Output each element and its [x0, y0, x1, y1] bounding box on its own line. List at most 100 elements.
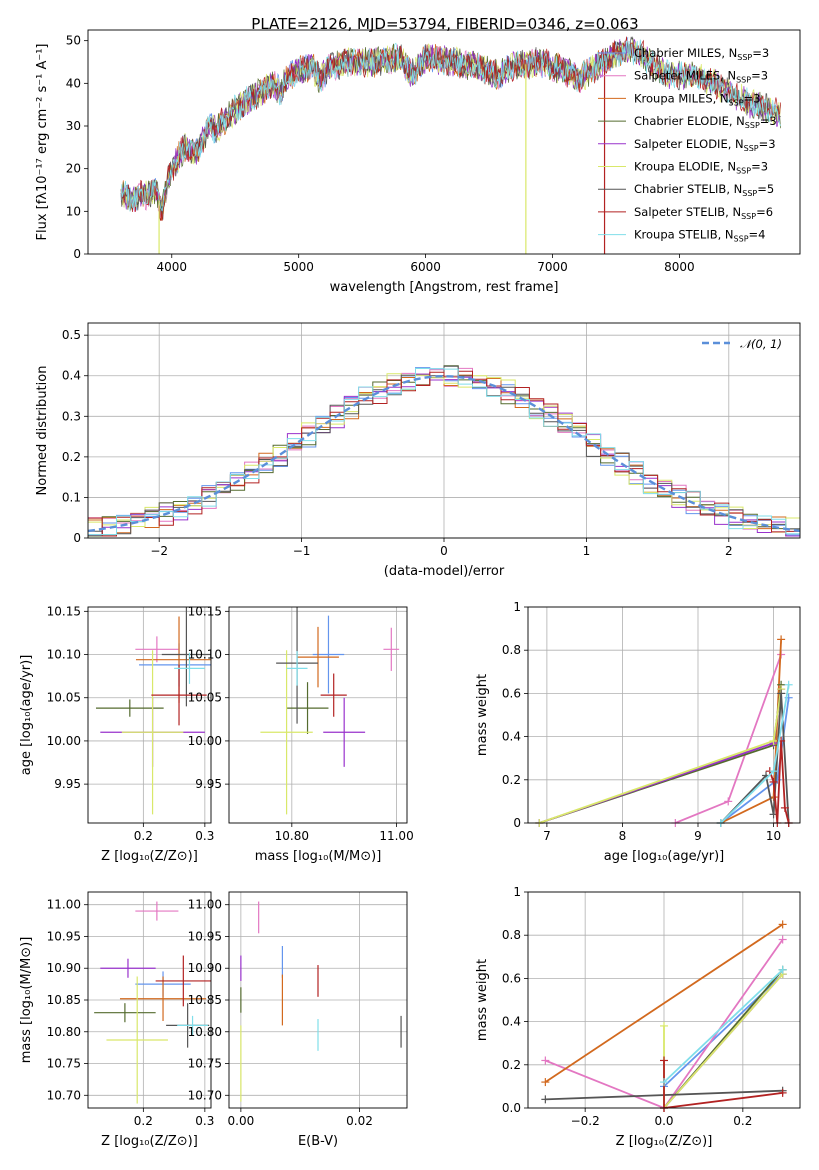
axes-frame: [87, 606, 212, 824]
y-tick-label: 30: [66, 119, 81, 133]
y-tick-label: 11.00: [47, 898, 81, 912]
x-tick-label: 2: [725, 544, 733, 558]
panel-age-vs-Z: 0.2 0.3 9.95 10.00 10.05 10.10 10.15 Z [log₁₀(Z…: [19, 604, 214, 864]
y-tick-label: 40: [66, 76, 81, 90]
axes-frame: [87, 891, 212, 1109]
y-tick-label: 1: [513, 600, 521, 614]
figure-title: PLATE=2126, MJD=53794, FIBERID=0346, z=0…: [251, 15, 638, 33]
y-tick-label: 10.70: [47, 1088, 81, 1102]
y-tick-label: 10.10: [47, 648, 81, 662]
x-axis-label: Z [log₁₀(Z/Z⊙)]: [616, 1134, 713, 1149]
y-tick-label: 9.95: [195, 777, 222, 791]
y-tick-label: 0.0: [502, 1101, 521, 1115]
y-tick-label: 20: [66, 162, 81, 176]
y-tick-label: 0.2: [62, 450, 81, 464]
x-tick-label: −2: [150, 544, 168, 558]
panel-mass-vs-Z: 0.2 0.3 10.70 10.75 10.80 10.85 10.90 10.95 11.0…: [19, 891, 214, 1149]
y-tick-label: 0.2: [502, 1058, 521, 1072]
axes-frame: [228, 891, 408, 1109]
x-axis-label: Z [log₁₀(Z/Z⊙)]: [101, 1134, 198, 1149]
y-tick-label: 50: [66, 34, 81, 48]
y-tick-label: 0.3: [62, 409, 81, 423]
x-axis-label: wavelength [Angstrom, rest frame]: [330, 280, 559, 295]
y-tick-label: 10.75: [188, 1057, 222, 1071]
y-tick-label: 10.10: [188, 648, 222, 662]
y-tick-label: 10.00: [47, 734, 81, 748]
y-axis-label: mass weight: [475, 674, 490, 756]
panel-age-vs-mass: 10.80 11.00 9.95 10.00 10.05 10.10 10.15 mass […: [188, 604, 414, 864]
x-tick-label: 6000: [410, 260, 441, 274]
y-tick-label: 1: [513, 885, 521, 899]
y-tick-label: 0.4: [62, 369, 81, 383]
x-tick-label: 0.00: [228, 1114, 255, 1128]
axes-frame: [228, 606, 408, 824]
x-tick-label: 1: [583, 544, 591, 558]
x-tick-label: −1: [293, 544, 311, 558]
x-axis-label: mass [log₁₀(M/M⊙)]: [255, 849, 382, 864]
y-tick-label: 10.80: [188, 1025, 222, 1039]
histogram-legend-label: 𝒩(0, 1): [740, 337, 782, 351]
axes-frame: [87, 322, 801, 539]
axes-frame: [87, 29, 801, 255]
y-tick-label: 0.2: [502, 773, 521, 787]
panel-mass-vs-ebv: 0.00 0.02 10.70 10.75 10.80 10.85 10.90 10.95 11…: [188, 891, 408, 1149]
x-tick-label: 11.00: [379, 829, 413, 843]
x-tick-label: 8: [619, 829, 627, 843]
normal-reference-curve: [88, 374, 800, 533]
spectrum-line-kroupa-stelib: [120, 39, 781, 212]
y-axis-label: Flux [fλ10⁻¹⁷ erg cm⁻² s⁻¹ A⁻¹]: [35, 44, 50, 241]
y-tick-label: 0.8: [502, 643, 521, 657]
weight-line-salpeter-stelib: [663, 1060, 783, 1108]
y-tick-label: 9.95: [54, 777, 81, 791]
y-tick-label: 10.70: [188, 1088, 222, 1102]
weight-line-kroupa-stelib: [663, 969, 784, 1083]
legend-entry: Chabrier MILES, NSSP=3: [634, 46, 769, 62]
spectrum-legend: Chabrier MILES, NSSP=3 Salpeter MILES, NS…: [598, 46, 777, 244]
y-tick-label: 10.95: [188, 929, 222, 943]
y-tick-label: 10.85: [47, 993, 81, 1007]
axes-frame: [527, 891, 801, 1109]
y-tick-label: 0.4: [502, 730, 521, 744]
x-tick-label: −0.2: [571, 1114, 600, 1128]
y-axis-label: mass weight: [475, 959, 490, 1041]
x-tick-label: 0.2: [134, 829, 153, 843]
y-tick-label: 0: [73, 247, 81, 261]
y-tick-label: 10.95: [47, 929, 81, 943]
x-tick-label: 0: [440, 544, 448, 558]
panel-residual-histogram: −2 −1 0 1 2 0 0.1 0.2 0.3 0.4 0.5 (data-model)/erro…: [35, 322, 801, 579]
spectrum-line-chabrier-stelib: [120, 36, 781, 220]
legend-entry: Kroupa STELIB, NSSP=4: [634, 228, 765, 244]
legend-entry: Salpeter STELIB, NSSP=6: [634, 205, 773, 221]
axes-frame: [527, 606, 801, 824]
weight-line-kroupa-miles: [544, 923, 784, 1083]
y-tick-label: 10.75: [47, 1057, 81, 1071]
legend-entry: Salpeter MILES, NSSP=3: [634, 69, 768, 85]
legend-entry: Salpeter ELODIE, NSSP=3: [634, 137, 776, 153]
weight-line-kroupa-elodie: [663, 973, 784, 1108]
panel-mass-weight-vs-age: 7 8 9 10 0 0.2 0.4 0.6 0.8 1 age [log₁₀(age/yr)] ma…: [475, 600, 801, 864]
y-tick-label: 0.6: [502, 971, 521, 985]
y-tick-label: 0.5: [62, 328, 81, 342]
x-tick-label: 0.02: [346, 1114, 373, 1128]
x-tick-label: 4000: [156, 260, 187, 274]
x-axis-label: age [log₁₀(age/yr)]: [604, 849, 725, 864]
histogram-salpeter-stelib: [88, 370, 800, 537]
y-tick-label: 10.90: [47, 961, 81, 975]
x-tick-label: 10: [766, 829, 781, 843]
x-axis-label: E(B-V): [298, 1134, 338, 1149]
panel-spectrum: 4000 5000 6000 7000 8000 0 10 20 30 40 50 wavelengt…: [35, 29, 801, 295]
y-tick-label: 0.4: [502, 1015, 521, 1029]
x-tick-label: 9: [694, 829, 702, 843]
y-tick-label: 10.05: [188, 691, 222, 705]
x-axis-label: (data-model)/error: [384, 564, 505, 579]
y-axis-label: mass [log₁₀(M/M⊙)]: [19, 937, 34, 1064]
x-tick-label: 7: [543, 829, 551, 843]
weight-line-salpeter-miles: [544, 938, 784, 1108]
y-tick-label: 11.00: [188, 898, 222, 912]
x-axis-label: Z [log₁₀(Z/Z⊙)]: [101, 849, 198, 864]
weight-line-chabrier-elodie: [539, 684, 782, 823]
y-tick-label: 10.00: [188, 734, 222, 748]
histogram-kroupa-elodie: [88, 373, 800, 533]
x-tick-label: 0.0: [654, 1114, 673, 1128]
panel-mass-weight-vs-Z: −0.2 0.0 0.2 0.0 0.2 0.4 0.6 0.8 1 Z [log₁₀(Z/Z⊙)…: [475, 885, 801, 1149]
